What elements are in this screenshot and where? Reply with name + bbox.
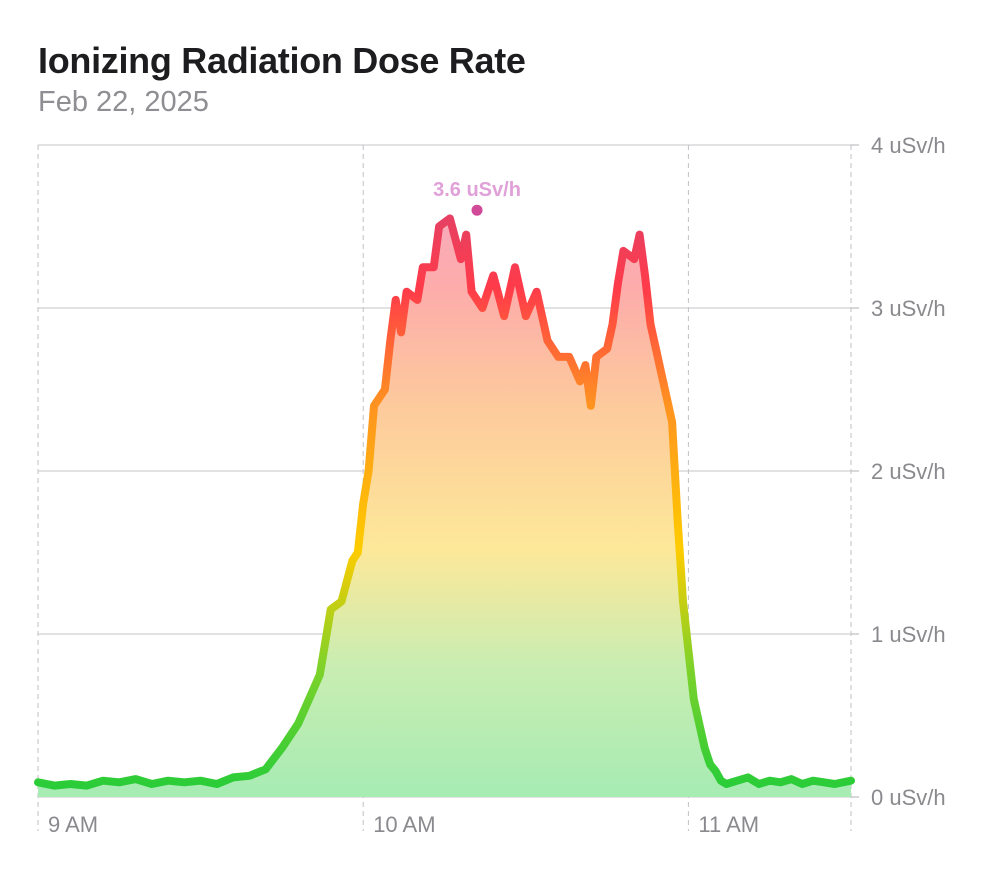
y-tick-label: 3 uSv/h bbox=[871, 296, 946, 321]
y-tick-label: 2 uSv/h bbox=[871, 459, 946, 484]
peak-value-label: 3.6 uSv/h bbox=[433, 179, 521, 201]
chart-date: Feb 22, 2025 bbox=[38, 86, 209, 118]
dose-rate-line bbox=[34, 214, 855, 790]
peak-marker bbox=[471, 204, 483, 216]
chart-title: Ionizing Radiation Dose Rate bbox=[38, 40, 526, 81]
dose-rate-area bbox=[38, 218, 851, 797]
x-tick-label: 9 AM bbox=[48, 812, 98, 837]
y-tick-label: 0 uSv/h bbox=[871, 785, 946, 810]
y-tick-label: 1 uSv/h bbox=[871, 622, 946, 647]
x-tick-label: 10 AM bbox=[373, 812, 435, 837]
y-tick-label: 4 uSv/h bbox=[871, 133, 946, 158]
x-tick-label: 11 AM bbox=[698, 812, 759, 837]
